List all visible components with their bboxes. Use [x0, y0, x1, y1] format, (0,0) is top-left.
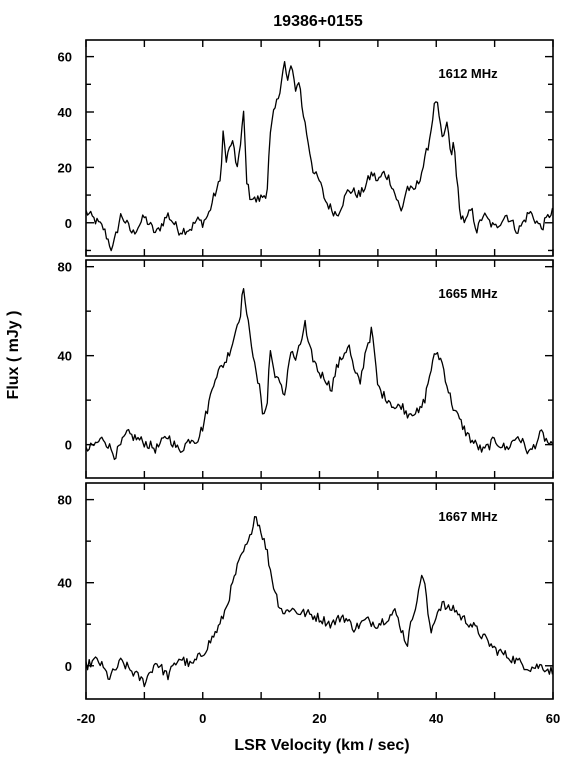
spectrum-line-1667-mhz	[85, 516, 554, 688]
panel-1665-mhz: 0 40 80 1665 MHz	[58, 259, 554, 479]
y-tick-label: 40	[58, 576, 72, 591]
panel-label-1667-mhz: 1667 MHz	[438, 509, 498, 524]
x-axis-label: LSR Velocity (km / sec)	[234, 737, 409, 754]
y-tick-label: 0	[65, 438, 72, 453]
spectrum-line-1665-mhz	[85, 287, 554, 461]
panel-label-1612-mhz: 1612 MHz	[438, 66, 498, 81]
y-tick-label: 40	[58, 349, 72, 364]
panel-1667-mhz: 0 40 80 1667 MHz -20 0 20 40 60	[58, 482, 560, 726]
x-tick-label: 60	[546, 711, 560, 726]
figure-title: 19386+0155	[273, 13, 363, 30]
y-tick-label: 80	[58, 260, 72, 275]
x-tick-label: 0	[199, 711, 206, 726]
x-tick-label: 40	[429, 711, 443, 726]
y-axis-label: Flux ( mJy )	[5, 311, 22, 400]
x-tick-label: 20	[312, 711, 326, 726]
spectrum-line-1612-mhz	[85, 60, 554, 252]
y-tick-label: 0	[65, 216, 72, 231]
y-tick-label: 0	[65, 659, 72, 674]
y-tick-label: 20	[58, 160, 72, 175]
panel-label-1665-mhz: 1665 MHz	[438, 286, 498, 301]
y-tick-label: 80	[58, 493, 72, 508]
y-tick-label: 40	[58, 105, 72, 120]
panel-1612-mhz: 0 20 40 60 1612 MHz	[58, 39, 554, 257]
x-tick-label: -20	[77, 711, 96, 726]
y-tick-label: 60	[58, 50, 72, 65]
